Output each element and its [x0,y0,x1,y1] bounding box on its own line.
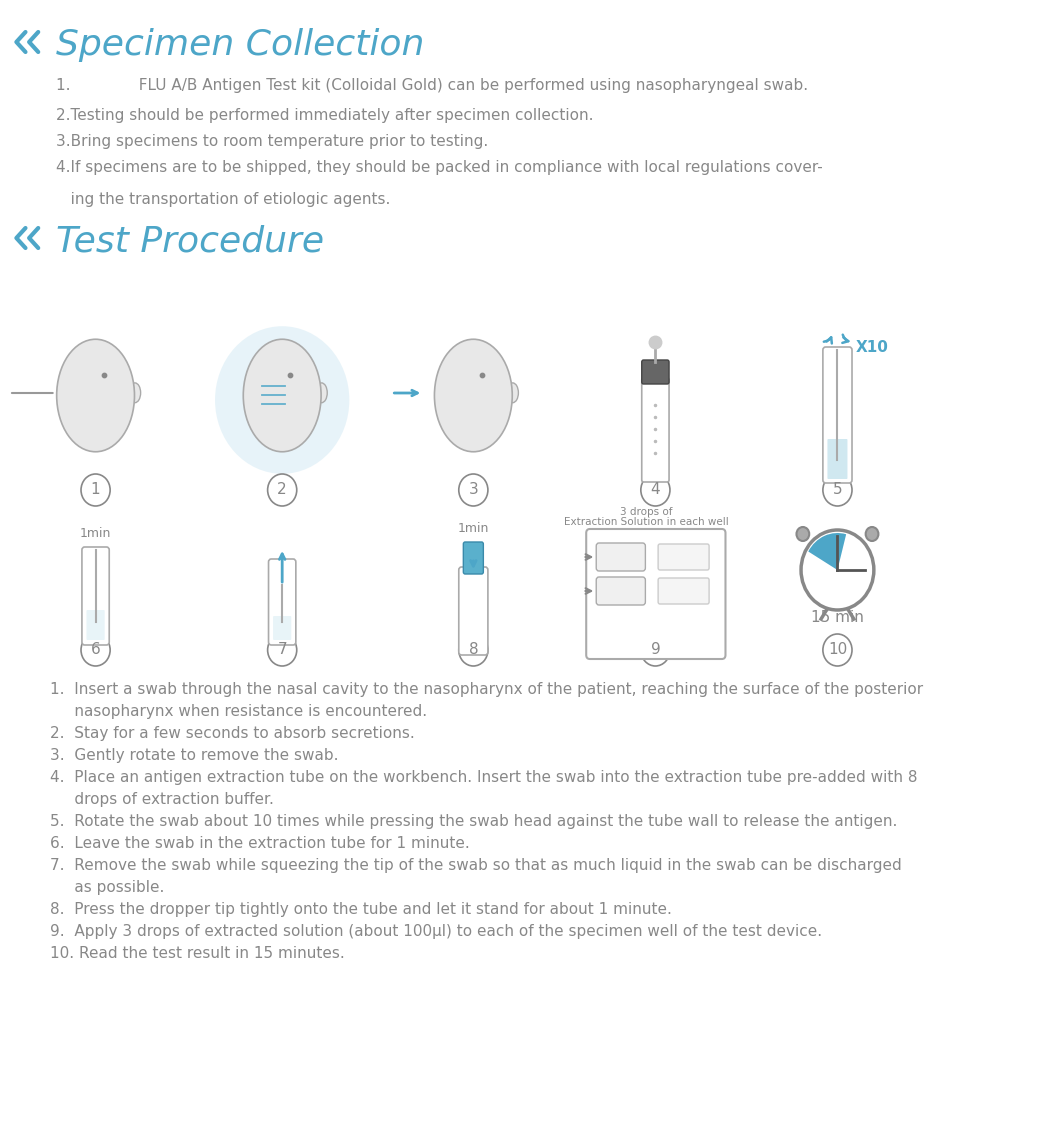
FancyBboxPatch shape [658,544,710,571]
Text: ing the transportation of etiologic agents.: ing the transportation of etiologic agen… [56,192,391,207]
Text: 7: 7 [277,643,287,658]
FancyBboxPatch shape [823,347,852,483]
Text: 1: 1 [91,482,101,497]
Text: 9: 9 [650,643,660,658]
Text: 5: 5 [832,482,842,497]
Text: 8.  Press the dropper tip tightly onto the tube and let it stand for about 1 min: 8. Press the dropper tip tightly onto th… [50,902,672,917]
Circle shape [215,326,349,474]
Text: X10: X10 [856,341,889,356]
Text: Extraction Solution in each well: Extraction Solution in each well [563,517,729,527]
Text: 2: 2 [277,482,287,497]
Text: 8: 8 [468,643,479,658]
Text: 4.  Place an antigen extraction tube on the workbench. Insert the swab into the : 4. Place an antigen extraction tube on t… [50,770,917,785]
Text: 1.              FLU A/B Antigen Test kit (Colloidal Gold) can be performed using: 1. FLU A/B Antigen Test kit (Colloidal G… [56,78,809,93]
Text: 5.  Rotate the swab about 10 times while pressing the swab head against the tube: 5. Rotate the swab about 10 times while … [50,814,897,829]
Text: 6.  Leave the swab in the extraction tube for 1 minute.: 6. Leave the swab in the extraction tube… [50,836,470,851]
Text: 6: 6 [91,643,101,658]
FancyBboxPatch shape [269,559,295,645]
Text: 3.  Gently rotate to remove the swab.: 3. Gently rotate to remove the swab. [50,748,339,763]
Ellipse shape [244,340,321,452]
Text: 10: 10 [828,643,847,658]
FancyBboxPatch shape [642,360,669,383]
Wedge shape [808,533,846,571]
Text: 1.  Insert a swab through the nasal cavity to the nasopharynx of the patient, re: 1. Insert a swab through the nasal cavit… [50,682,923,697]
Circle shape [796,527,809,541]
FancyBboxPatch shape [827,439,847,479]
Text: 3: 3 [468,482,479,497]
Text: 2.Testing should be performed immediately after specimen collection.: 2.Testing should be performed immediatel… [56,108,594,123]
Text: 9.  Apply 3 drops of extracted solution (about 100μl) to each of the specimen we: 9. Apply 3 drops of extracted solution (… [50,924,822,939]
Text: 7.  Remove the swab while squeezing the tip of the swab so that as much liquid i: 7. Remove the swab while squeezing the t… [50,858,902,872]
FancyBboxPatch shape [82,546,109,645]
Circle shape [801,530,874,610]
Text: Specimen Collection: Specimen Collection [56,28,425,62]
Text: Test Procedure: Test Procedure [56,224,324,258]
Circle shape [865,527,878,541]
Text: drops of extraction buffer.: drops of extraction buffer. [50,792,274,807]
FancyBboxPatch shape [464,542,483,574]
Text: 1min: 1min [79,527,111,540]
FancyBboxPatch shape [658,577,710,604]
FancyBboxPatch shape [273,616,291,639]
Ellipse shape [507,383,519,403]
Text: 3 drops of: 3 drops of [620,507,672,517]
Text: 1min: 1min [457,522,489,535]
FancyBboxPatch shape [587,529,725,659]
Text: 10. Read the test result in 15 minutes.: 10. Read the test result in 15 minutes. [50,946,345,961]
Ellipse shape [434,340,513,452]
Text: 4.If specimens are to be shipped, they should be packed in compliance with local: 4.If specimens are to be shipped, they s… [56,160,823,174]
Text: 3.Bring specimens to room temperature prior to testing.: 3.Bring specimens to room temperature pr… [56,134,488,149]
Ellipse shape [129,383,141,403]
FancyBboxPatch shape [87,610,105,639]
FancyBboxPatch shape [642,378,669,482]
FancyBboxPatch shape [459,567,488,656]
Ellipse shape [57,340,134,452]
Text: nasopharynx when resistance is encountered.: nasopharynx when resistance is encounter… [50,704,427,719]
FancyBboxPatch shape [596,543,645,571]
FancyBboxPatch shape [596,577,645,605]
Ellipse shape [316,383,327,403]
Text: 2.  Stay for a few seconds to absorb secretions.: 2. Stay for a few seconds to absorb secr… [50,726,415,740]
Text: as possible.: as possible. [50,881,164,895]
Text: 4: 4 [650,482,660,497]
Text: 15 min: 15 min [811,610,864,625]
